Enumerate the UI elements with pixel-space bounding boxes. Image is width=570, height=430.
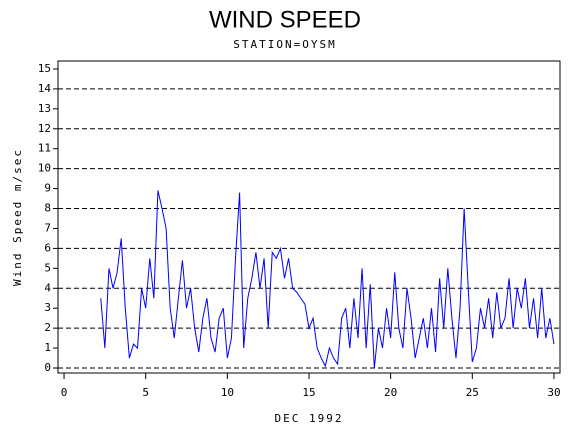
y-tick-label: 2 [44,321,51,334]
y-tick-label: 13 [38,102,51,115]
y-tick-label: 10 [38,162,51,175]
x-tick-label: 5 [142,386,149,399]
y-tick-label: 3 [44,301,51,314]
y-tick-label: 6 [44,241,51,254]
data-line [100,190,555,369]
x-tick-label: 0 [61,386,68,399]
y-tick-label: 8 [44,202,51,215]
y-tick-label: 12 [38,122,51,135]
x-tick-label: 25 [466,386,479,399]
chart-subtitle: STATION=OYSM [233,38,336,51]
y-tick-label: 4 [44,281,51,294]
y-tick-label: 14 [38,82,52,95]
x-tick-label: 10 [221,386,234,399]
y-axis-label: Wind Speed m/sec [11,148,24,286]
y-tick-label: 15 [38,62,51,75]
x-tick-label: 20 [384,386,397,399]
y-tick-label: 11 [38,142,51,155]
y-tick-label: 9 [44,182,51,195]
x-tick-label: 15 [302,386,315,399]
y-tick-label: 0 [44,361,51,374]
chart-title: WIND SPEED [209,6,361,33]
x-axis-label: DEC 1992 [275,412,344,425]
y-tick-label: 7 [44,221,51,234]
y-tick-label: 5 [44,261,51,274]
y-tick-label: 1 [44,341,51,354]
x-tick-label: 30 [547,386,560,399]
